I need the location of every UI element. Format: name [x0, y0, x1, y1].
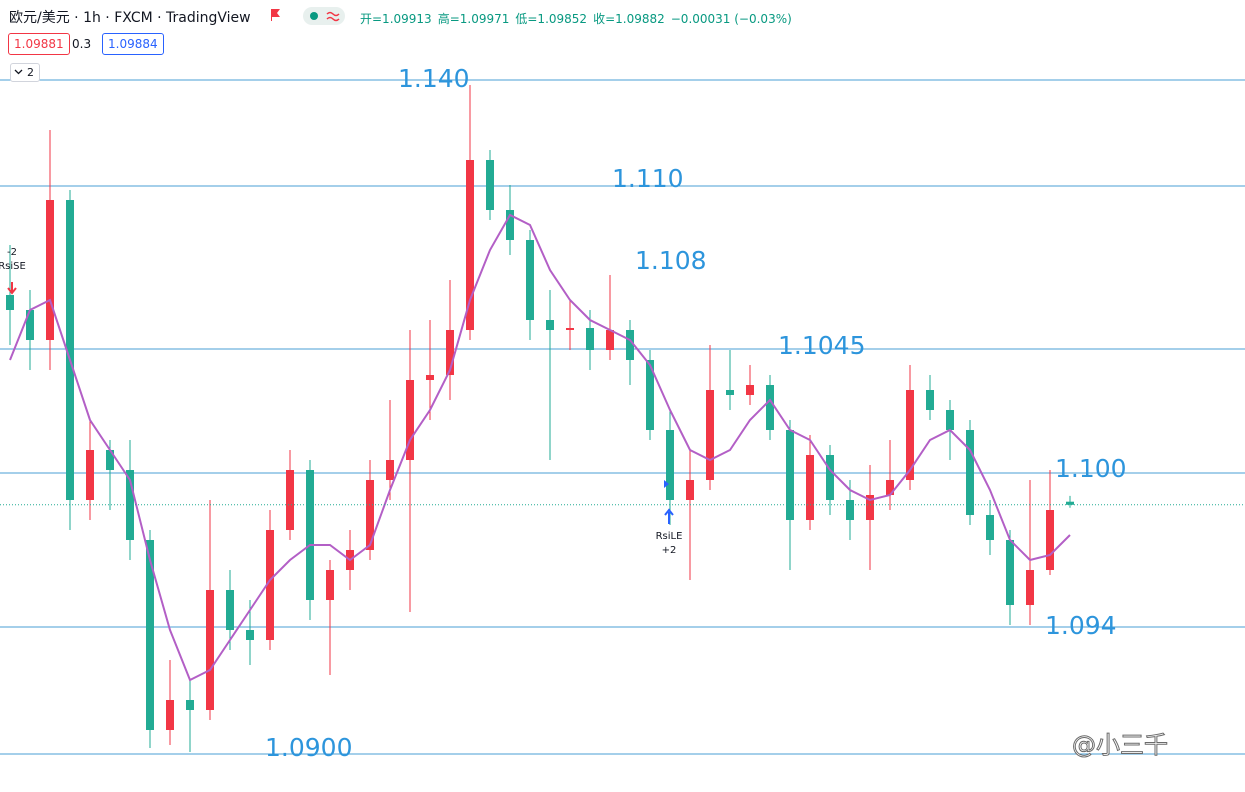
signal-count: +2 [662, 545, 677, 556]
candle-body [666, 430, 674, 500]
market-status[interactable] [303, 7, 345, 25]
header: 欧元/美元 · 1h · FXCM · TradingView 开=1.0991… [0, 0, 1245, 90]
signal-name: RsiSE [0, 261, 26, 272]
candle-body [686, 480, 694, 500]
candle-body [746, 385, 754, 395]
candle-body [186, 700, 194, 710]
candle-body [846, 500, 854, 520]
candle-body [246, 630, 254, 640]
candle-body [586, 328, 594, 350]
candle-body [386, 460, 394, 480]
legend-item: 收=1.09882 [593, 12, 665, 26]
candle-body [86, 450, 94, 500]
ohlc-legend: 开=1.09913 高=1.09971 低=1.09852 收=1.09882 −0.0… [360, 10, 798, 27]
legend-item: 开=1.09913 [360, 12, 432, 26]
candle-body [886, 480, 894, 495]
candle-body [106, 450, 114, 470]
candle-body [806, 455, 814, 520]
level-label: 1.094 [1045, 611, 1117, 640]
signal-arrow [7, 282, 17, 295]
candle-body [786, 430, 794, 520]
bid-price[interactable]: 1.09881 [8, 33, 70, 55]
candle-body [26, 310, 34, 340]
candle-body [166, 700, 174, 730]
candle-body [426, 375, 434, 380]
candle-body [446, 330, 454, 375]
symbol-title: 欧元/美元 · 1h · FXCM · TradingView [9, 10, 251, 26]
candle-body [46, 200, 54, 340]
signal-arrow [664, 508, 674, 524]
level-label: 1.140 [398, 64, 470, 93]
candle-body [626, 330, 634, 360]
candle-body [266, 530, 274, 640]
candle-body [1026, 570, 1034, 605]
candle-body [326, 570, 334, 600]
ask-price[interactable]: 1.09884 [102, 33, 164, 55]
candle-body [1066, 501, 1074, 505]
candle-body [366, 480, 374, 550]
candle-body [706, 390, 714, 480]
indicator-count: 2 [27, 66, 34, 79]
signal-name: RsiLE [656, 531, 683, 542]
candle-body [606, 330, 614, 350]
candle-body [6, 295, 14, 310]
candle-body [566, 328, 574, 330]
candle-body [926, 390, 934, 410]
candle-body [1046, 510, 1054, 570]
candle-body [206, 590, 214, 710]
candle-body [506, 210, 514, 240]
watermark: @小三千 [1072, 731, 1168, 759]
legend-item: 低=1.09852 [515, 12, 588, 26]
candle-body [726, 390, 734, 395]
candle-body [406, 380, 414, 460]
candle-body [866, 495, 874, 520]
candle-body [546, 320, 554, 330]
flag-icon[interactable] [270, 9, 281, 21]
level-label: 1.110 [612, 164, 684, 193]
candle-body [286, 470, 294, 530]
candle-body [306, 470, 314, 600]
candle-body [906, 390, 914, 480]
candle-body [146, 540, 154, 730]
level-label: 1.0900 [265, 733, 352, 762]
candle-body [466, 160, 474, 330]
candle-body [526, 240, 534, 320]
candle-body [966, 430, 974, 515]
level-label: 1.100 [1055, 454, 1127, 483]
candle-body [226, 590, 234, 630]
spread: 0.3 [72, 37, 92, 51]
level-label: 1.108 [635, 246, 707, 275]
legend-item: 高=1.09971 [437, 12, 510, 26]
candle-body [486, 160, 494, 210]
moving-average [9, 213, 1071, 682]
signal-count: -2 [7, 247, 17, 258]
candle-body [826, 455, 834, 500]
candle-body [1006, 540, 1014, 605]
candle-body [646, 360, 654, 430]
candle-body [986, 515, 994, 540]
level-label: 1.1045 [778, 331, 865, 360]
candle-body [66, 200, 74, 500]
candle-body [946, 410, 954, 430]
legend-item: −0.00031 (−0.03%) [670, 12, 792, 26]
candle-body [766, 385, 774, 430]
signal-flag [664, 480, 669, 488]
indicator-toggle[interactable]: 2 [10, 63, 40, 82]
